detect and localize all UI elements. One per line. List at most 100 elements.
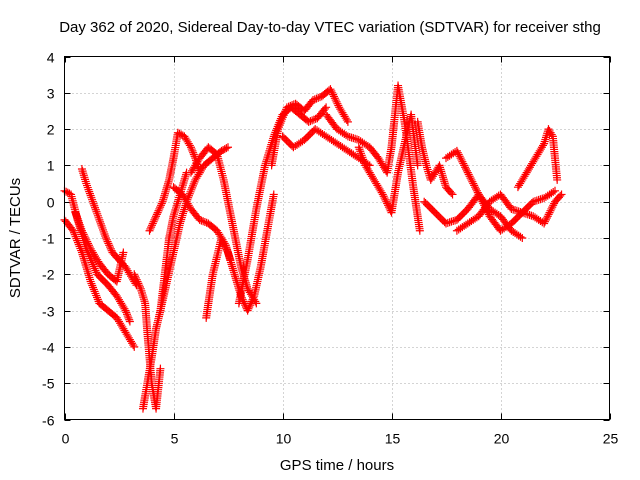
- data-point: [102, 235, 111, 244]
- data-point: [85, 243, 94, 252]
- data-point: [94, 213, 103, 222]
- data-point: [322, 103, 331, 112]
- data-point: [536, 195, 545, 204]
- data-point: [75, 218, 84, 227]
- data-point: [147, 223, 156, 232]
- data-point: [269, 190, 278, 199]
- data-point: [413, 161, 422, 170]
- data-point: [454, 150, 463, 159]
- series-track-12: [234, 103, 331, 308]
- data-point: [122, 310, 131, 319]
- data-point: [82, 265, 91, 274]
- data-point: [448, 190, 457, 199]
- data-point: [101, 234, 110, 242]
- data-point: [78, 228, 87, 237]
- data-point: [120, 304, 129, 313]
- data-point: [181, 172, 190, 181]
- data-point: [134, 279, 143, 288]
- data-point: [457, 155, 466, 164]
- data-point: [312, 94, 321, 103]
- data-point: [88, 281, 97, 290]
- data-point: [251, 297, 260, 306]
- data-point: [541, 215, 550, 224]
- data-point: [76, 244, 85, 253]
- data-point: [222, 244, 231, 253]
- data-point: [548, 203, 557, 212]
- data-point: [99, 225, 108, 234]
- data-point: [103, 237, 112, 246]
- data-point: [121, 306, 130, 315]
- data-point: [90, 264, 99, 273]
- data-point: [359, 157, 368, 166]
- data-point: [153, 208, 162, 217]
- data-points: [60, 81, 566, 413]
- x-tick-label: 5: [171, 431, 179, 447]
- data-point: [328, 88, 337, 97]
- data-point: [93, 293, 102, 302]
- data-point: [527, 211, 536, 220]
- data-point: [542, 214, 551, 223]
- data-point: [101, 231, 110, 240]
- data-point: [470, 181, 479, 190]
- data-point: [70, 230, 79, 239]
- data-point: [531, 197, 540, 206]
- data-point: [67, 225, 76, 234]
- data-point: [154, 206, 163, 215]
- data-point: [329, 90, 338, 99]
- data-point: [447, 217, 456, 226]
- data-point: [219, 145, 228, 154]
- chart-title: Day 362 of 2020, Sidereal Day-to-day VTE…: [59, 19, 601, 36]
- data-point: [132, 275, 141, 284]
- data-point: [105, 241, 114, 250]
- data-point: [180, 176, 189, 185]
- data-point: [278, 113, 287, 122]
- data-point: [187, 145, 196, 154]
- data-point: [306, 117, 315, 126]
- data-point: [87, 279, 96, 288]
- data-point: [62, 187, 71, 196]
- data-point: [197, 216, 206, 225]
- data-point: [152, 210, 161, 219]
- data-point: [79, 252, 88, 261]
- data-point: [188, 183, 197, 192]
- series-track-20: [452, 190, 566, 235]
- data-point: [119, 248, 128, 257]
- data-point: [471, 184, 480, 193]
- data-point: [73, 214, 82, 223]
- y-tick-label: -2: [42, 267, 55, 283]
- data-point: [122, 308, 131, 317]
- data-point: [74, 216, 83, 225]
- data-point: [79, 171, 88, 180]
- data-point: [188, 146, 197, 155]
- y-tick-label: -4: [42, 340, 55, 356]
- data-point: [246, 301, 255, 310]
- data-point: [187, 185, 196, 194]
- data-point: [77, 246, 86, 255]
- data-point: [189, 148, 198, 157]
- data-point: [449, 217, 458, 226]
- data-point: [357, 151, 366, 160]
- data-point: [466, 174, 475, 183]
- data-point: [100, 229, 109, 238]
- data-point: [89, 283, 98, 292]
- data-point: [274, 123, 283, 132]
- data-point: [138, 288, 147, 297]
- data-point: [445, 218, 454, 227]
- data-point: [310, 95, 319, 104]
- data-point: [78, 167, 87, 176]
- data-point: [468, 177, 477, 186]
- data-point: [329, 92, 338, 101]
- data-point: [539, 141, 548, 150]
- data-point: [276, 119, 285, 128]
- data-point: [75, 220, 84, 229]
- data-point: [83, 183, 92, 192]
- data-point: [356, 149, 365, 158]
- data-point: [186, 143, 195, 152]
- data-point: [91, 203, 100, 212]
- series-track-13: [267, 85, 352, 170]
- data-point: [79, 254, 88, 263]
- series-track-19: [442, 146, 527, 242]
- data-point: [200, 218, 209, 227]
- data-point: [80, 173, 89, 182]
- data-point: [71, 232, 80, 241]
